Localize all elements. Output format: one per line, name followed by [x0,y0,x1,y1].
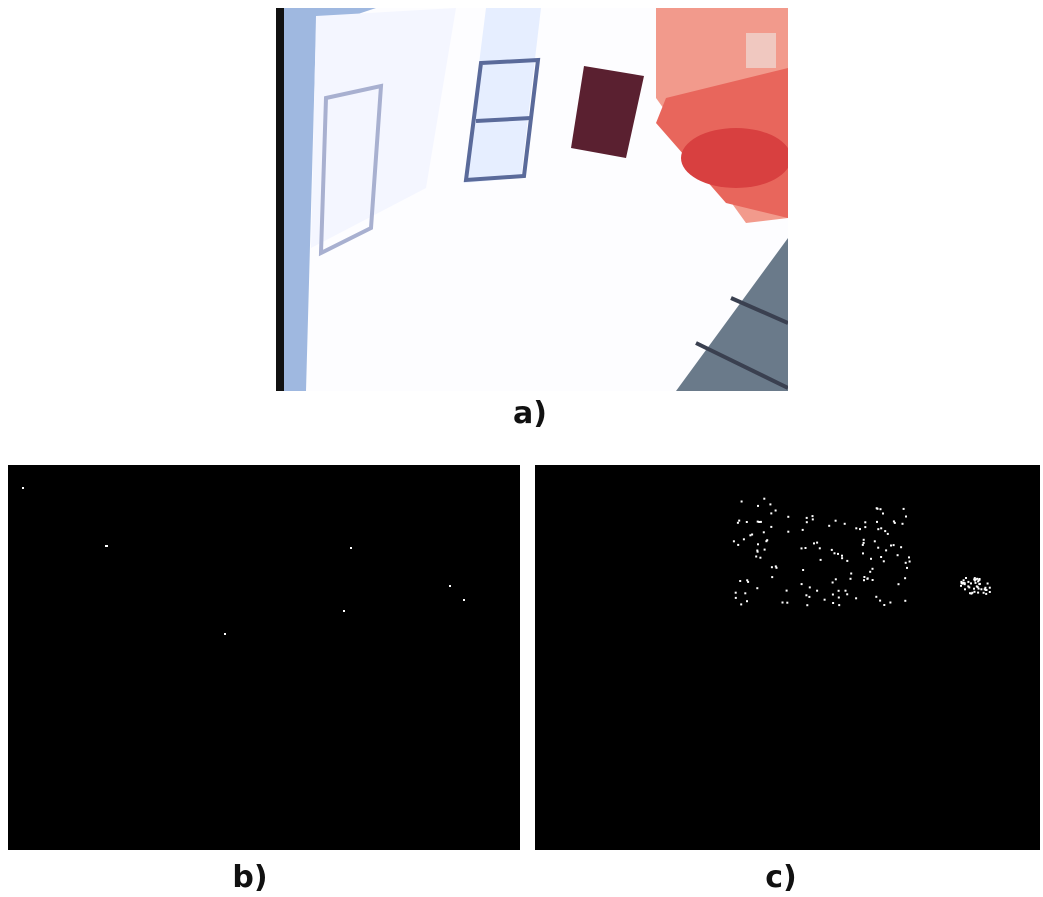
mask-c [535,465,1040,850]
photo-scene [276,8,788,391]
panel-label: a) [430,396,630,431]
panel-label: b) [150,860,350,895]
panel-label: c) [681,860,881,895]
figure: {"panels": [{"label": "a)"}, {"label": "… [0,0,1043,897]
mask-b [8,465,520,850]
